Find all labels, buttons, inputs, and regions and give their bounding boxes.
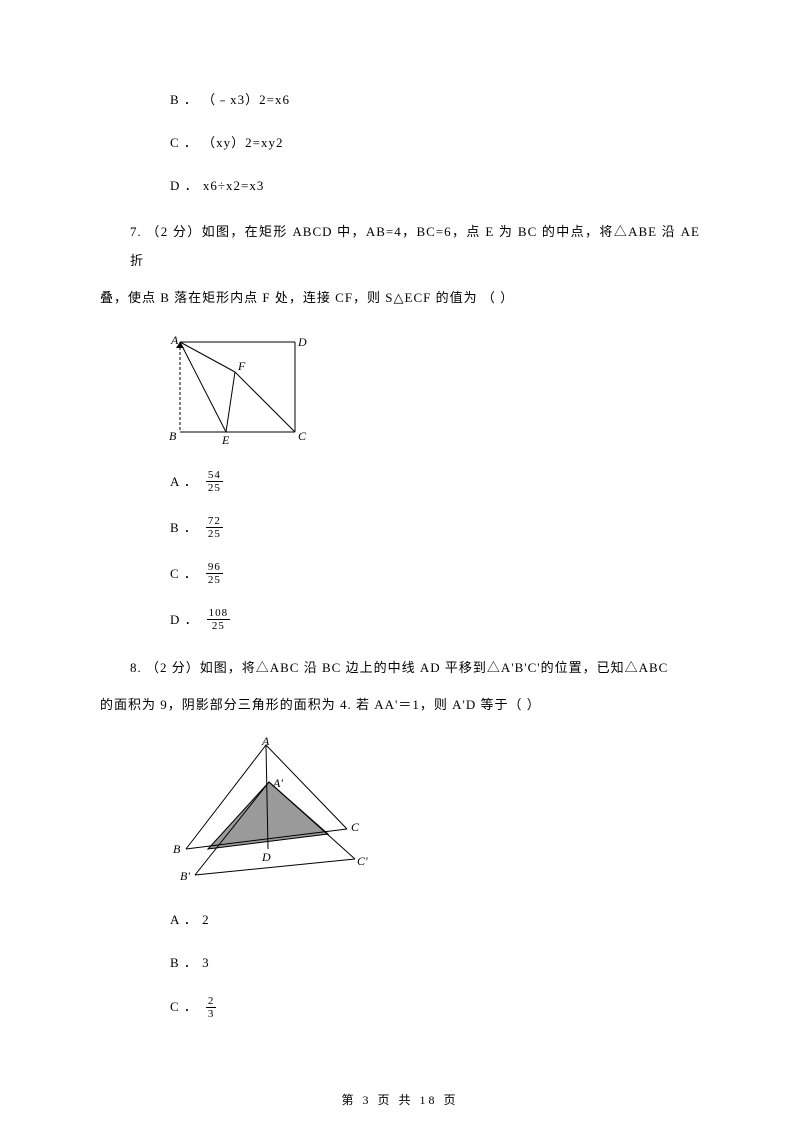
q7-line2: 叠，使点 B 落在矩形内点 F 处，连接 CF，则 S△ECF 的值为 （ ） (100, 284, 700, 313)
opt-letter: D ． (170, 610, 199, 631)
svg-text:C': C' (357, 854, 368, 868)
svg-text:D: D (297, 335, 307, 349)
q7-line1: 7. （2 分）如图，在矩形 ABCD 中，AB=4，BC=6，点 E 为 BC… (130, 218, 700, 275)
svg-text:A: A (261, 737, 270, 748)
svg-text:D: D (261, 850, 271, 864)
q8-opt-b: B ． 3 (170, 953, 700, 974)
option-d-top: D ． x6÷x2=x3 (170, 176, 700, 197)
svg-text:B': B' (180, 869, 190, 883)
denominator: 25 (208, 574, 221, 586)
numerator: 2 (206, 996, 217, 1008)
svg-text:C: C (298, 429, 307, 443)
q7-opt-c: C ． 96 25 (170, 562, 700, 586)
numerator: 96 (206, 562, 223, 574)
opt-letter: B ． (170, 518, 198, 539)
opt-letter: C ． (170, 564, 198, 585)
svg-text:A': A' (272, 776, 283, 790)
option-b-top: B ． （﹣x3）2=x6 (170, 90, 700, 111)
fraction: 96 25 (206, 562, 223, 586)
svg-text:F: F (237, 359, 246, 373)
q7-opt-b: B ． 72 25 (170, 516, 700, 540)
opt-letter: C ． (170, 997, 198, 1018)
numerator: 72 (206, 516, 223, 528)
q8-line2: 的面积为 9，阴影部分三角形的面积为 4. 若 AA'＝1，则 A'D 等于（ … (100, 691, 700, 720)
page-footer: 第 3 页 共 18 页 (0, 1091, 800, 1110)
numerator: 54 (206, 470, 223, 482)
denominator: 25 (208, 528, 221, 540)
option-c-top: C ． （xy）2=xy2 (170, 133, 700, 154)
numerator: 108 (207, 608, 231, 620)
svg-text:B: B (169, 429, 177, 443)
denominator: 25 (212, 620, 225, 632)
q7-opt-a: A ． 54 25 (170, 470, 700, 494)
opt-letter: A ． (170, 472, 198, 493)
q7-figure: A D B C E F (165, 330, 700, 452)
fraction: 2 3 (206, 996, 217, 1020)
svg-text:B: B (173, 842, 181, 856)
svg-text:E: E (221, 433, 230, 445)
fraction: 108 25 (207, 608, 231, 632)
svg-text:A: A (170, 333, 179, 347)
denominator: 3 (208, 1008, 215, 1020)
svg-text:C: C (351, 820, 360, 834)
q7-opt-d: D ． 108 25 (170, 608, 700, 632)
q8-opt-c: C ． 2 3 (170, 996, 700, 1020)
q8-figure: A A' B D C B' C' (165, 737, 700, 892)
denominator: 25 (208, 482, 221, 494)
fraction: 54 25 (206, 470, 223, 494)
q8-line1: 8. （2 分）如图，将△ABC 沿 BC 边上的中线 AD 平移到△A'B'C… (130, 654, 700, 683)
q8-opt-a: A ． 2 (170, 910, 700, 931)
fraction: 72 25 (206, 516, 223, 540)
